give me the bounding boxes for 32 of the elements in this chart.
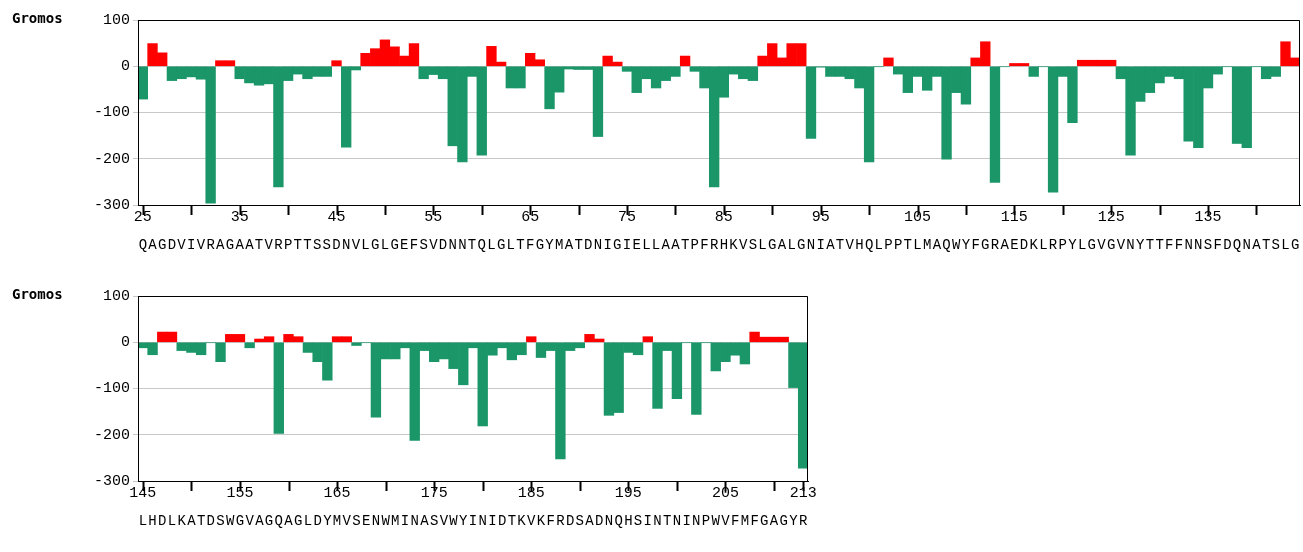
text: QAGDVIVRAGAATVRPTTSSDNVLGLGEFSVDNNTQLGLTFGYMATDNIGIELLAATPFRHKVSLGALGNIATVHQLPPTLMAQWYFGRAEDKLRPYLGVGVNYTTFFNNSFDQNATSLG bbox=[138, 237, 1301, 253]
x-tick-label: 175 bbox=[420, 484, 448, 502]
y-tick-label: 100 bbox=[102, 287, 130, 305]
y-tick-label: 0 bbox=[120, 58, 130, 76]
x-tick-label: 145 bbox=[129, 484, 157, 502]
x-tick-label: 105 bbox=[904, 208, 932, 226]
x-tick-label: 35 bbox=[230, 208, 249, 226]
x-tick-label: 55 bbox=[424, 208, 443, 226]
y-tick-label: -100 bbox=[93, 104, 130, 122]
y-tick-label: 0 bbox=[120, 334, 130, 352]
y-tick-label: -300 bbox=[93, 196, 130, 214]
x-tick-label: 85 bbox=[714, 208, 733, 226]
text: LHDLKATDSWGVAGQAGLDYMVSENWMINASVWYINIDTKVKFRDSADNQHSINTNINPWVFMFGAGYR bbox=[138, 513, 809, 529]
x-tick-label: 65 bbox=[521, 208, 540, 226]
x-tick-label: 185 bbox=[517, 484, 545, 502]
x-tick-label: 75 bbox=[618, 208, 637, 226]
y-tick-label: -300 bbox=[93, 472, 130, 490]
x-tick-label: 155 bbox=[226, 484, 254, 502]
y-tick-label: -100 bbox=[93, 380, 130, 398]
x-tick-label: 165 bbox=[323, 484, 351, 502]
x-tick-label: 95 bbox=[811, 208, 830, 226]
y-axis-title: Gromos bbox=[12, 10, 63, 26]
x-tick-label: 25 bbox=[133, 208, 152, 226]
x-tick-label: 205 bbox=[711, 484, 739, 502]
y-tick-label: -200 bbox=[93, 150, 130, 168]
x-tick-label: 195 bbox=[614, 484, 642, 502]
y-tick-label: -200 bbox=[93, 426, 130, 444]
y-axis-title: Gromos bbox=[12, 286, 63, 302]
x-tick-label: 45 bbox=[327, 208, 346, 226]
x-tick-label: 135 bbox=[1194, 208, 1222, 226]
y-tick-label: 100 bbox=[102, 11, 130, 29]
x-tick-label: 125 bbox=[1097, 208, 1125, 226]
